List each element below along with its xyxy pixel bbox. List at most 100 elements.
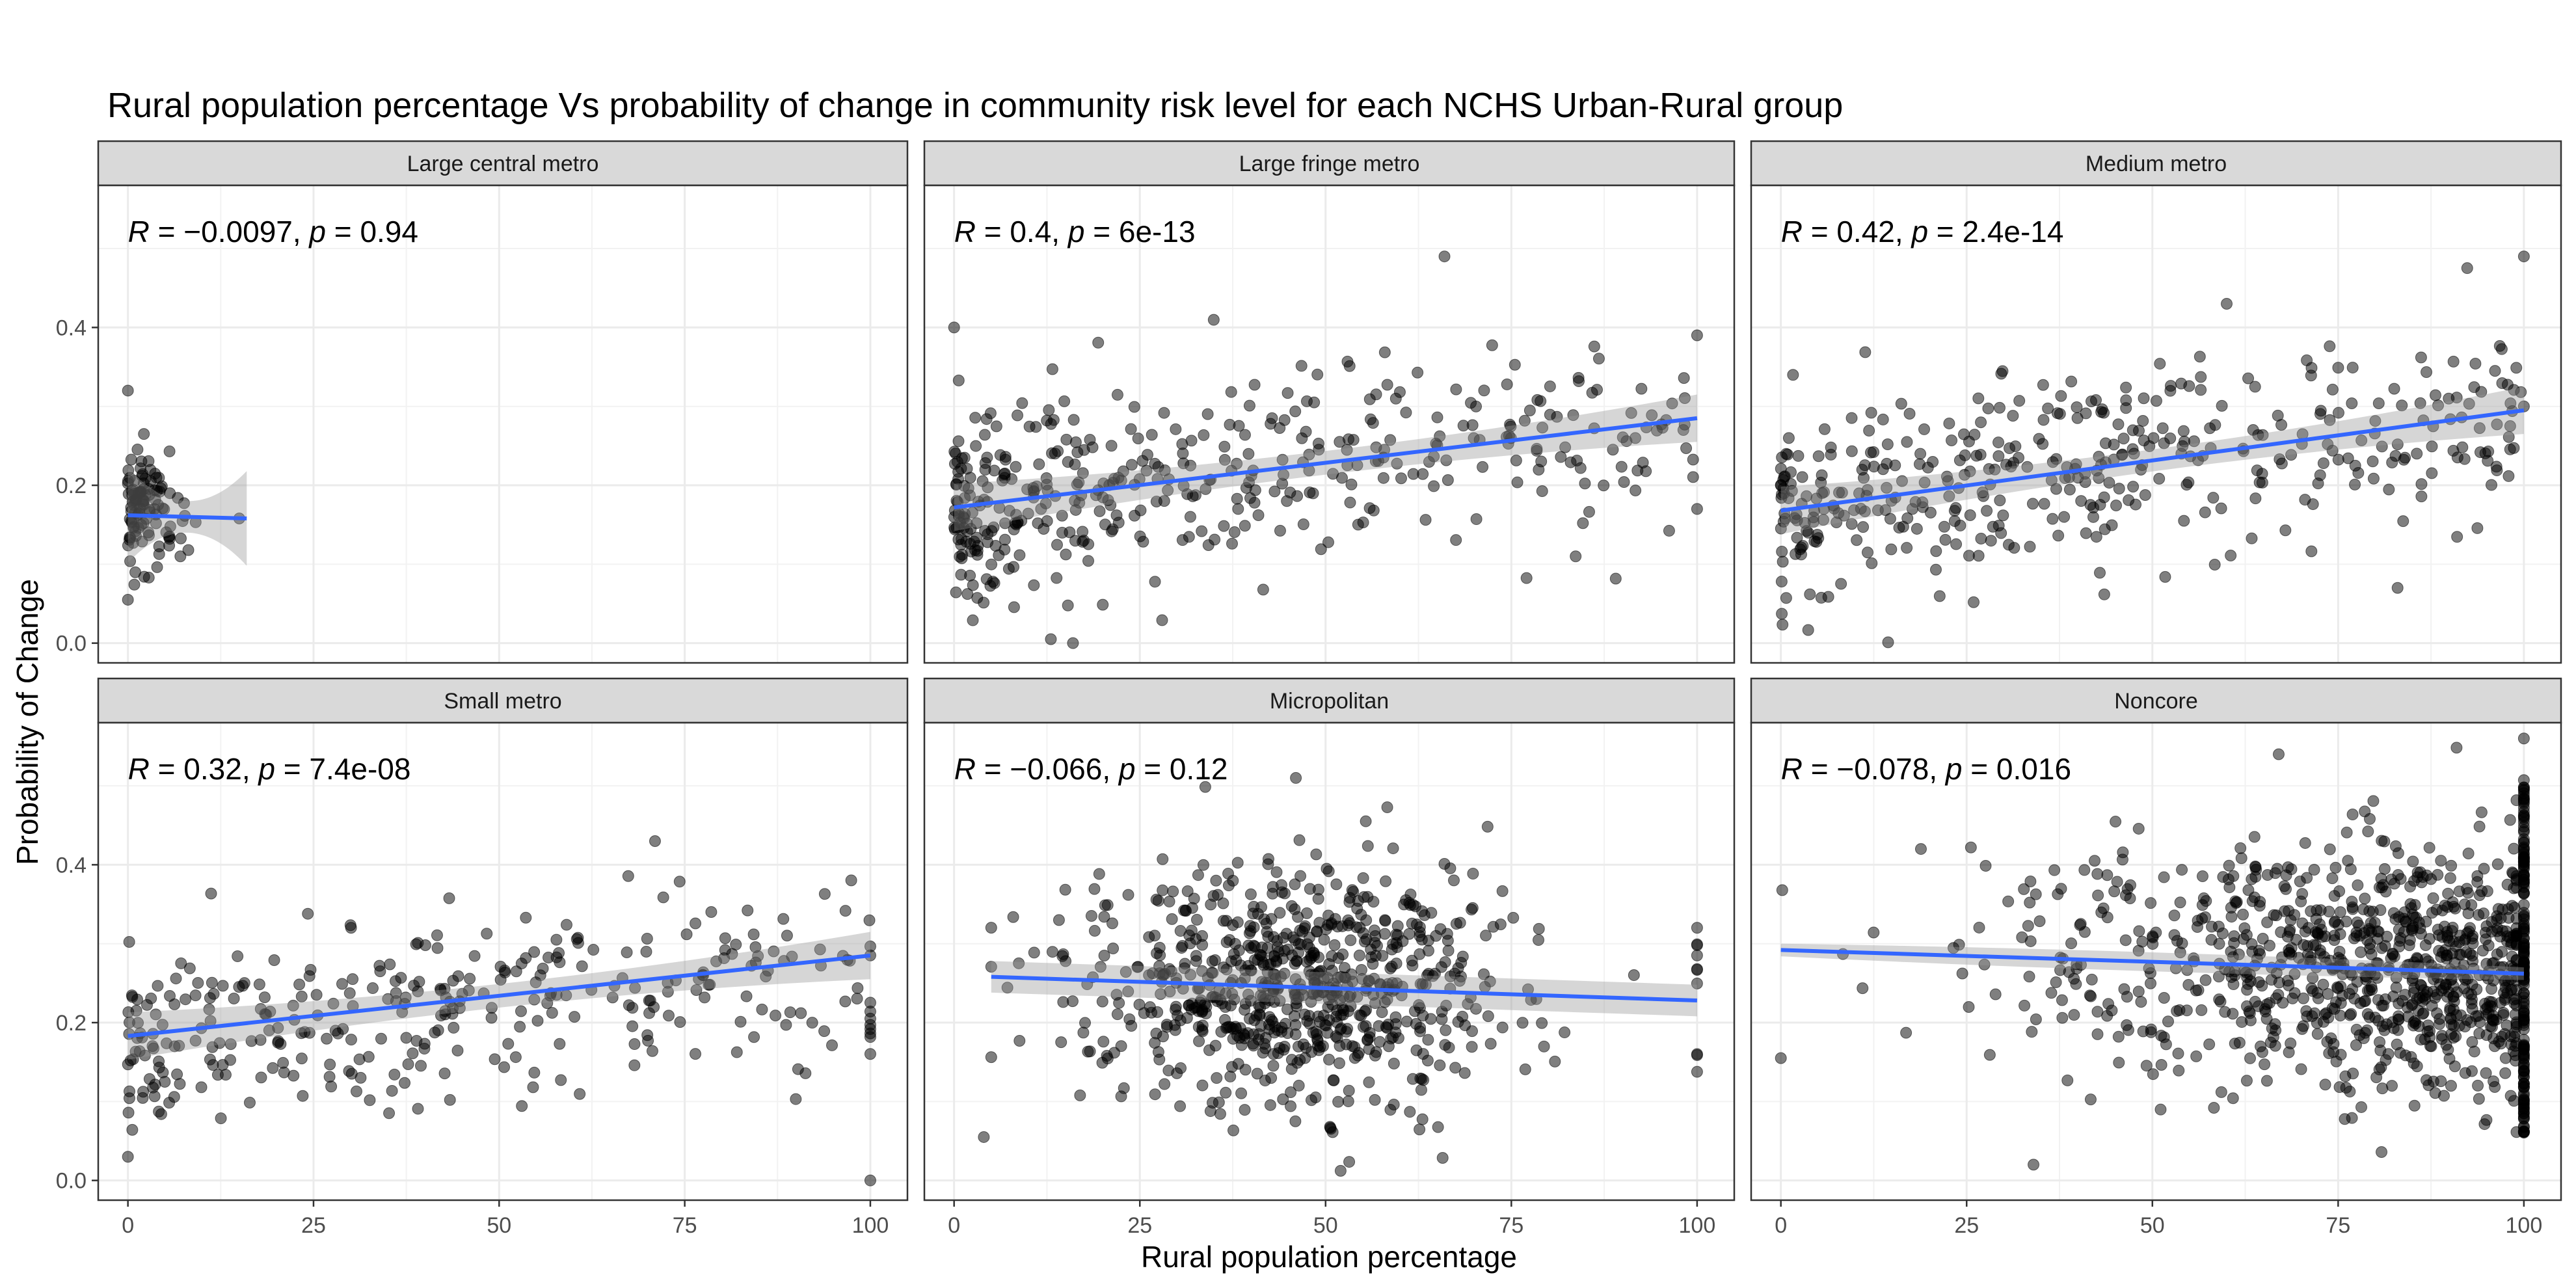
- data-point: [1857, 982, 1869, 995]
- data-point: [1786, 485, 1798, 497]
- panel-border: [1750, 184, 2562, 664]
- data-point: [2436, 904, 2449, 917]
- data-point: [657, 891, 669, 904]
- data-point: [1219, 1000, 1231, 1013]
- data-point: [1211, 1072, 1223, 1084]
- data-point: [2038, 498, 2050, 510]
- data-point: [2145, 1026, 2157, 1038]
- data-point: [1122, 889, 1134, 901]
- data-point: [1248, 379, 1261, 391]
- correlation-annotation: R = −0.066, p = 0.12: [954, 752, 1228, 786]
- data-point: [2415, 876, 2428, 889]
- data-point: [2517, 995, 2530, 1008]
- data-point: [2196, 870, 2208, 882]
- data-point: [1903, 407, 1916, 420]
- data-point: [1308, 396, 1321, 409]
- data-point: [1455, 971, 1467, 983]
- data-point: [468, 950, 481, 962]
- data-point: [1051, 539, 1063, 551]
- data-point: [1082, 555, 1095, 567]
- data-point: [2450, 742, 2463, 754]
- data-point: [1196, 1024, 1208, 1036]
- data-point: [1981, 505, 1993, 517]
- x-axis-label: Rural population percentage: [1141, 1240, 1517, 1274]
- data-point: [1573, 375, 1585, 388]
- data-point: [170, 973, 182, 985]
- data-point: [2156, 422, 2169, 435]
- data-point: [553, 947, 565, 959]
- data-point: [2357, 1032, 2370, 1045]
- data-point: [710, 955, 722, 967]
- data-point: [1270, 866, 1283, 878]
- data-point: [2350, 926, 2363, 939]
- data-point: [1691, 963, 1703, 976]
- data-point: [2333, 946, 2346, 958]
- data-point: [2137, 415, 2149, 427]
- data-point: [1535, 395, 1547, 407]
- data-point: [2415, 478, 2428, 490]
- data-point: [1404, 1106, 1416, 1118]
- data-point: [1322, 993, 1335, 1006]
- data-point: [122, 539, 134, 552]
- data-point: [1360, 933, 1373, 945]
- data-point: [2045, 987, 2058, 999]
- data-point: [1012, 517, 1024, 529]
- data-point: [2517, 1112, 2530, 1125]
- data-point: [287, 999, 299, 1012]
- data-point: [1343, 1156, 1356, 1168]
- data-point: [2279, 524, 2292, 537]
- data-point: [1289, 1115, 1302, 1127]
- data-point: [1345, 478, 1358, 490]
- data-point: [587, 944, 600, 956]
- data-point: [1353, 949, 1365, 961]
- data-point: [1133, 999, 1146, 1011]
- data-point: [749, 941, 762, 954]
- data-point: [1868, 446, 1880, 459]
- data-point: [1231, 857, 1244, 869]
- data-point: [1311, 368, 1324, 381]
- correlation-annotation: R = 0.32, p = 7.4e-08: [128, 752, 411, 786]
- data-point: [2259, 1058, 2271, 1071]
- data-point: [418, 1038, 431, 1050]
- data-point: [2084, 499, 2097, 511]
- data-point: [408, 980, 420, 992]
- data-point: [1414, 1123, 1426, 1136]
- data-point: [1329, 913, 1341, 925]
- data-point: [1469, 1002, 1482, 1015]
- data-point: [1511, 476, 1523, 489]
- data-point: [1028, 579, 1040, 591]
- data-point: [1262, 930, 1274, 943]
- data-point: [2280, 883, 2292, 895]
- data-point: [1838, 509, 1850, 522]
- data-point: [388, 1068, 401, 1080]
- data-point: [1858, 459, 1871, 472]
- data-point: [2335, 1049, 2347, 1061]
- data-point: [1467, 868, 1479, 880]
- data-point: [2000, 459, 2013, 471]
- data-point: [1098, 950, 1110, 962]
- data-point: [1868, 926, 1880, 939]
- data-point: [1334, 1040, 1346, 1052]
- data-point: [2244, 1014, 2257, 1026]
- data-point: [1134, 530, 1146, 543]
- data-point: [2061, 1074, 2074, 1086]
- data-point: [528, 946, 541, 958]
- data-point: [1973, 921, 1985, 933]
- data-point: [1149, 930, 1161, 942]
- data-point: [1422, 934, 1434, 946]
- data-point: [2176, 864, 2188, 876]
- data-point: [1149, 1088, 1161, 1101]
- data-point: [528, 1066, 541, 1079]
- data-point: [2272, 409, 2284, 422]
- data-point: [1093, 505, 1106, 517]
- data-point: [1882, 636, 1894, 649]
- data-point: [1001, 982, 1013, 994]
- data-point: [2466, 1002, 2478, 1015]
- data-point: [2145, 977, 2157, 989]
- data-point: [1129, 509, 1141, 522]
- data-point: [1088, 883, 1101, 895]
- data-point: [2346, 809, 2359, 821]
- data-point: [2349, 478, 2361, 490]
- data-point: [122, 477, 134, 490]
- data-point: [2110, 816, 2122, 828]
